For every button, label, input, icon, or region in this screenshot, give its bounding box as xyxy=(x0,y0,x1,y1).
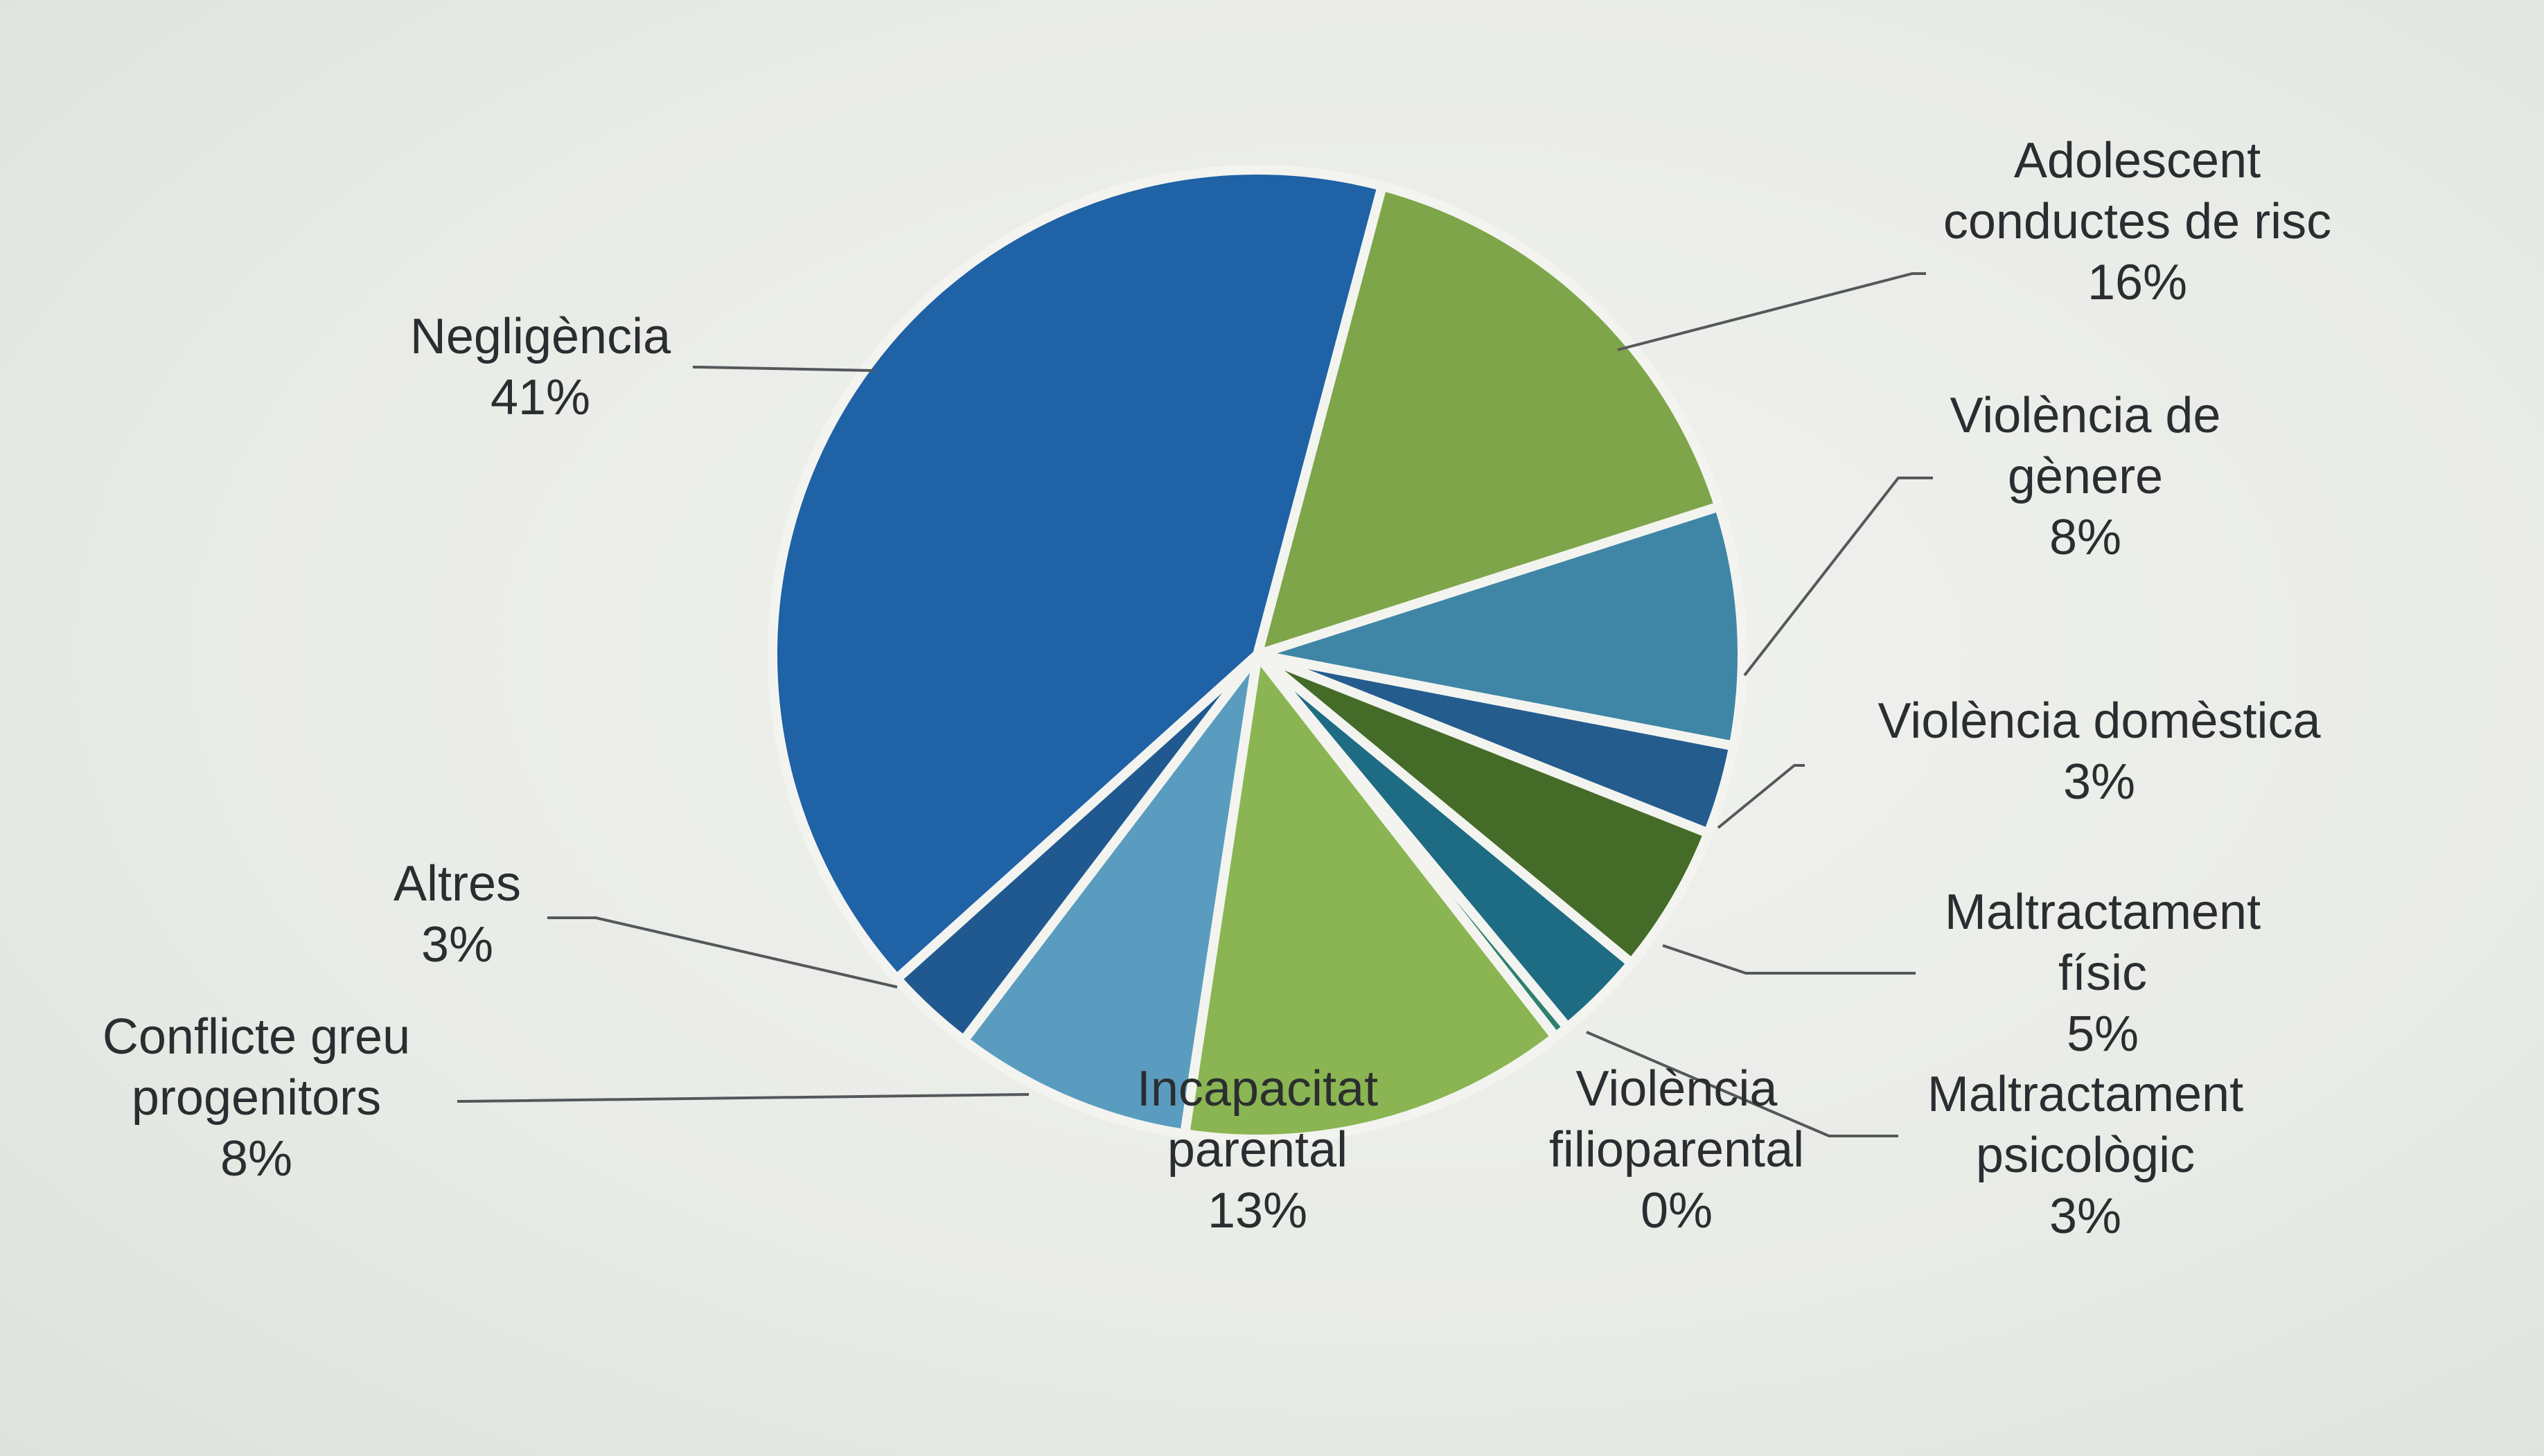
slice-label-line: Violència de xyxy=(1950,388,2221,443)
pie-slice xyxy=(1253,181,1724,659)
slice-label: Violència filioparental 0% xyxy=(1549,1061,1804,1239)
slice-label-line: Conflicte greu xyxy=(103,1009,410,1065)
slice-percent: 16% xyxy=(2087,255,2187,310)
slice-label-line: Violència domèstica xyxy=(1878,693,2321,749)
slice-label-line: Altres xyxy=(394,856,521,912)
slice-percent: 5% xyxy=(2067,1006,2139,1062)
slice-percent: 13% xyxy=(1208,1183,1307,1239)
slice-label-line: gènere xyxy=(2008,449,2163,504)
leader-line xyxy=(547,916,898,988)
slice-label-line: parental xyxy=(1167,1122,1348,1178)
leader-line xyxy=(1743,477,1933,677)
slice-percent: 3% xyxy=(2049,1189,2121,1244)
pie-slice xyxy=(768,165,1387,984)
slice-label: Altres 3% xyxy=(394,856,521,973)
slice-label: Conflicte greu progenitors 8% xyxy=(103,1009,410,1187)
pie-slices xyxy=(768,165,1747,1144)
pie-slice xyxy=(1253,501,1747,751)
slice-label-line: Adolescent xyxy=(2014,133,2261,188)
slice-percent: 3% xyxy=(2063,754,2135,810)
slice-label-line: Maltractament xyxy=(1945,885,2261,940)
leader-line xyxy=(1586,1031,1898,1137)
pie-slice xyxy=(958,650,1262,1139)
slice-label-line: psicològic xyxy=(1976,1128,2195,1183)
slice-label-line: Violència xyxy=(1576,1061,1778,1117)
slice-percent: 41% xyxy=(491,370,590,425)
slice-label: Maltractament psicològic 3% xyxy=(1927,1067,2243,1244)
slice-percent: 8% xyxy=(2049,510,2121,565)
slice-percent: 8% xyxy=(220,1131,292,1187)
slice-labels: Adolescent conductes de risc 16% Violència … xyxy=(103,133,2331,1244)
slice-label-line: progenitors xyxy=(132,1070,381,1126)
slice-label: Violència de gènere 8% xyxy=(1950,388,2221,565)
slice-percent: 3% xyxy=(421,917,493,973)
slice-label-line: Incapacitat xyxy=(1137,1061,1378,1117)
leader-line xyxy=(1717,764,1805,829)
pie-slice xyxy=(1253,650,1713,968)
leader-line xyxy=(1662,944,1916,975)
slice-label: Maltractament físic 5% xyxy=(1945,885,2261,1062)
slice-label-line: Negligència xyxy=(410,309,671,364)
slice-label-line: filioparental xyxy=(1549,1122,1804,1178)
slice-label-line: físic xyxy=(2058,945,2147,1001)
slice-label-line: Maltractament xyxy=(1927,1067,2243,1122)
slice-label: Negligència 41% xyxy=(410,309,671,425)
leader-line xyxy=(1617,272,1926,351)
slice-label: Violència domèstica 3% xyxy=(1878,693,2321,810)
slice-label: Adolescent conductes de risc 16% xyxy=(1943,133,2331,310)
slice-label-line: conductes de risc xyxy=(1943,194,2331,249)
slice-percent: 0% xyxy=(1641,1183,1713,1239)
leader-lines xyxy=(457,272,1933,1137)
leader-line xyxy=(693,366,875,372)
pie-slice xyxy=(1179,650,1561,1144)
slice-label: Incapacitat parental 13% xyxy=(1137,1061,1378,1239)
leader-line xyxy=(457,1093,1030,1103)
